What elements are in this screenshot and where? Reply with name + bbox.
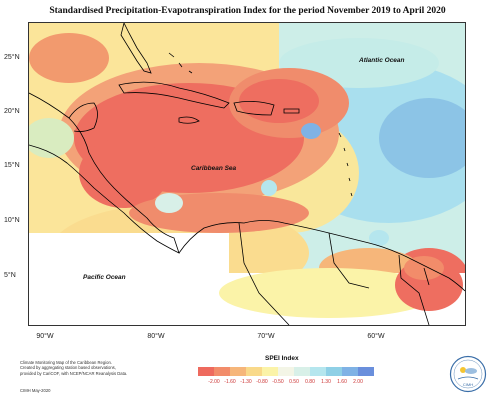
legend-tick-label: -2.00 (208, 379, 220, 385)
credit-line: provided by CariCOF, with NCEP/NCAR Rean… (20, 370, 128, 376)
lat-label-10n: 10°N (4, 217, 20, 224)
legend-swatch (326, 367, 342, 376)
legend-tick-label: -0.80 (256, 379, 268, 385)
legend-colorbar (198, 367, 374, 376)
lon-label-90w: 90°W (36, 333, 54, 340)
credit-line: Climate Monitoring Map of the Caribbean … (20, 360, 112, 365)
lon-label-80w: 80°W (147, 333, 165, 340)
legend-swatch (214, 367, 230, 376)
legend-ticks: -2.00 -1.60 -1.30 -0.80 -0.50 0.50 0.80 1.30 1.6… (198, 379, 374, 387)
legend-swatch (198, 367, 214, 376)
legend-tick-label: -1.60 (224, 379, 236, 385)
credit-text: Climate Monitoring Map of the Caribbean … (20, 360, 170, 376)
spei-map: Atlantic Ocean Caribbean Sea Pacific Oce… (28, 22, 466, 326)
legend-swatch (278, 367, 294, 376)
lat-label-25n: 25°N (4, 54, 20, 61)
legend-tick-label: 1.60 (337, 379, 347, 385)
legend-tick-label: 0.80 (305, 379, 315, 385)
lat-label-20n: 20°N (4, 108, 20, 115)
pacific-ocean-label: Pacific Ocean (83, 274, 126, 281)
legend-swatch (246, 367, 262, 376)
legend-swatch (358, 367, 374, 376)
lat-label-15n: 15°N (4, 162, 20, 169)
legend-swatch (294, 367, 310, 376)
legend-tick-label: 0.50 (289, 379, 299, 385)
lon-label-70w: 70°W (257, 333, 275, 340)
legend-tick-label: -0.50 (272, 379, 284, 385)
cimh-logo: CIMH (449, 355, 487, 393)
credit-line: Created by aggregating station based obs… (20, 365, 116, 371)
legend-tick-label: 1.30 (321, 379, 331, 385)
legend-swatch (310, 367, 326, 376)
caribbean-sea-label: Caribbean Sea (191, 165, 237, 172)
cimh-date: CIMH May-2020 (20, 388, 51, 393)
legend-swatch (230, 367, 246, 376)
map-title: Standardised Precipitation-Evapotranspir… (49, 6, 446, 16)
lat-label-5n: 5°N (4, 272, 16, 279)
legend-swatch (342, 367, 358, 376)
legend-swatch (262, 367, 278, 376)
logo-text: CIMH (463, 382, 473, 387)
lon-label-60w: 60°W (367, 333, 385, 340)
legend-title: SPEI Index (265, 355, 299, 362)
legend-tick-label: -1.30 (240, 379, 252, 385)
atlantic-ocean-label: Atlantic Ocean (359, 57, 405, 64)
legend-tick-label: 2.00 (353, 379, 363, 385)
